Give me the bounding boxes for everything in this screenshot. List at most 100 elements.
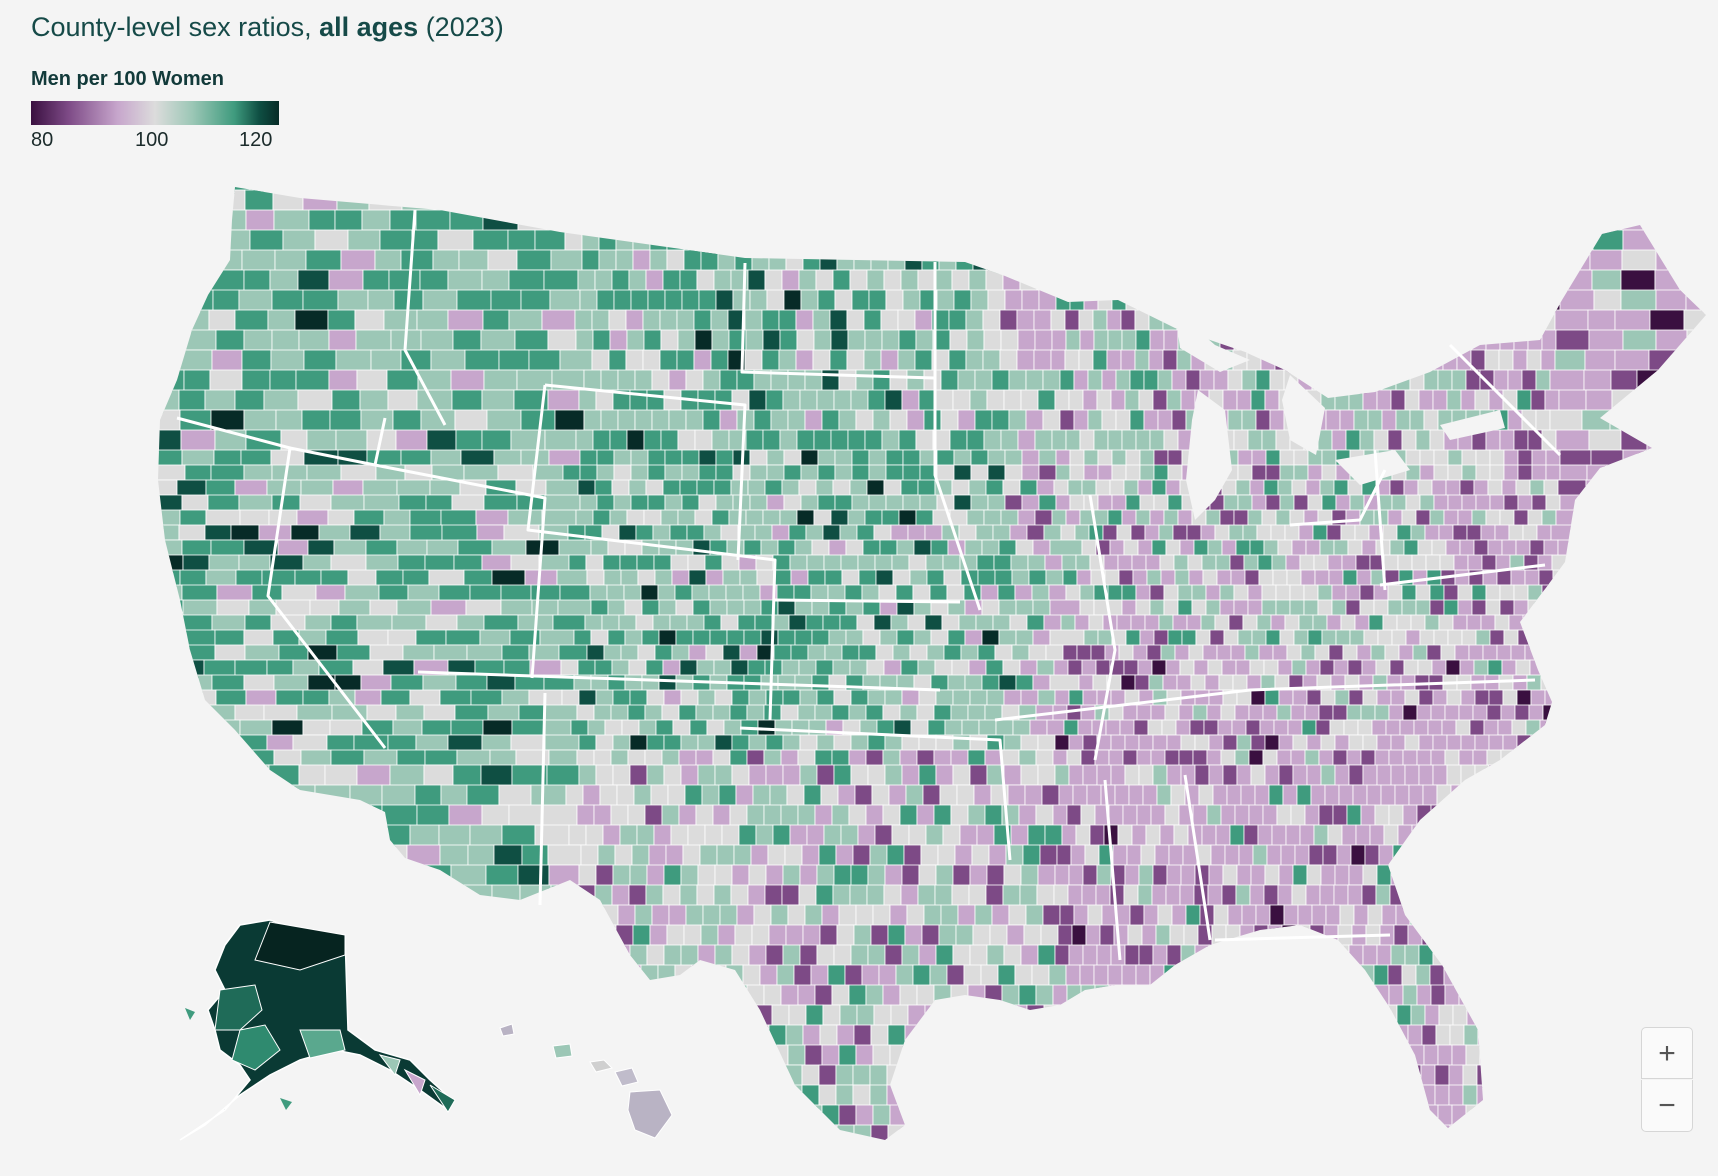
county-cell[interactable] xyxy=(425,1145,454,1166)
county-cell[interactable] xyxy=(150,1104,181,1126)
hawaii-molokai[interactable] xyxy=(589,1059,613,1073)
county-cell[interactable] xyxy=(1306,864,1322,888)
county-cell[interactable] xyxy=(1259,719,1275,736)
county-cell[interactable] xyxy=(1305,209,1321,234)
county-cell[interactable] xyxy=(767,1084,786,1107)
county-cell[interactable] xyxy=(716,1064,735,1089)
county-cell[interactable] xyxy=(1582,964,1616,991)
county-cell[interactable] xyxy=(181,1084,214,1109)
county-cell[interactable] xyxy=(1618,629,1649,646)
county-cell[interactable] xyxy=(1286,1145,1300,1165)
county-cell[interactable] xyxy=(1306,689,1322,707)
county-cell[interactable] xyxy=(303,1124,336,1148)
county-cell[interactable] xyxy=(1499,509,1515,527)
county-cell[interactable] xyxy=(1202,644,1218,661)
county-cell[interactable] xyxy=(1421,189,1437,215)
county-cell[interactable] xyxy=(1242,1004,1258,1029)
county-cell[interactable] xyxy=(719,369,738,393)
county-cell[interactable] xyxy=(1703,644,1718,666)
county-cell[interactable] xyxy=(749,494,768,511)
county-cell[interactable] xyxy=(886,844,905,866)
county-cell[interactable] xyxy=(504,1044,535,1067)
county-cell[interactable] xyxy=(150,644,185,662)
county-cell[interactable] xyxy=(292,824,327,850)
county-cell[interactable] xyxy=(718,784,737,806)
county-cell[interactable] xyxy=(986,944,1005,966)
county-cell[interactable] xyxy=(698,464,717,483)
county-cell[interactable] xyxy=(833,389,852,413)
county-cell[interactable] xyxy=(175,734,209,756)
county-cell[interactable] xyxy=(1283,1044,1299,1070)
county-cell[interactable] xyxy=(356,764,391,787)
county-cell[interactable] xyxy=(921,229,940,256)
county-cell[interactable] xyxy=(1458,704,1474,722)
county-cell[interactable] xyxy=(907,1004,926,1028)
county-cell[interactable] xyxy=(1558,734,1588,753)
county-cell[interactable] xyxy=(1281,170,1297,192)
county-cell[interactable] xyxy=(1533,249,1549,275)
county-cell[interactable] xyxy=(241,369,271,394)
county-cell[interactable] xyxy=(550,170,583,195)
county-cell[interactable] xyxy=(459,884,493,908)
county-cell[interactable] xyxy=(841,644,860,663)
county-cell[interactable] xyxy=(1099,249,1115,273)
county-cell[interactable] xyxy=(1225,249,1241,274)
county-cell[interactable] xyxy=(1552,1145,1585,1169)
county-cell[interactable] xyxy=(1163,599,1179,617)
county-cell[interactable] xyxy=(594,269,613,293)
county-cell[interactable] xyxy=(887,189,906,214)
county-cell[interactable] xyxy=(1262,704,1278,722)
county-cell[interactable] xyxy=(1243,554,1259,572)
county-cell[interactable] xyxy=(784,1064,803,1087)
county-cell[interactable] xyxy=(628,884,647,907)
county-cell[interactable] xyxy=(335,1084,372,1111)
county-cell[interactable] xyxy=(1237,629,1253,646)
county-cell[interactable] xyxy=(1528,984,1544,1009)
county-cell[interactable] xyxy=(866,269,885,294)
county-cell[interactable] xyxy=(1703,584,1718,604)
county-cell[interactable] xyxy=(304,884,334,909)
county-cell[interactable] xyxy=(1451,1104,1467,1129)
county-cell[interactable] xyxy=(1257,554,1273,573)
county-cell[interactable] xyxy=(461,189,489,214)
county-cell[interactable] xyxy=(244,1145,270,1166)
county-cell[interactable] xyxy=(881,429,900,453)
county-cell[interactable] xyxy=(942,554,961,571)
county-cell[interactable] xyxy=(887,229,906,251)
county-cell[interactable] xyxy=(269,269,299,294)
county-cell[interactable] xyxy=(1229,824,1245,849)
county-cell[interactable] xyxy=(933,804,952,827)
county-cell[interactable] xyxy=(1693,369,1718,394)
county-cell[interactable] xyxy=(1707,410,1718,431)
county-cell[interactable] xyxy=(421,964,455,989)
county-cell[interactable] xyxy=(1241,369,1257,392)
county-cell[interactable] xyxy=(683,189,702,214)
county-cell[interactable] xyxy=(819,170,838,194)
county-cell[interactable] xyxy=(181,844,214,868)
county-cell[interactable] xyxy=(1136,804,1152,829)
county-cell[interactable] xyxy=(1312,1004,1328,1030)
county-cell[interactable] xyxy=(405,984,436,1008)
county-cell[interactable] xyxy=(330,614,358,632)
county-cell[interactable] xyxy=(1505,924,1521,947)
county-cell[interactable] xyxy=(1489,494,1505,511)
county-cell[interactable] xyxy=(598,1024,617,1048)
county-cell[interactable] xyxy=(441,524,478,543)
county-cell[interactable] xyxy=(1057,249,1073,274)
county-cell[interactable] xyxy=(1045,644,1064,661)
county-cell[interactable] xyxy=(1515,479,1531,498)
county-cell[interactable] xyxy=(1579,554,1609,571)
county-cell[interactable] xyxy=(1051,329,1067,353)
county-cell[interactable] xyxy=(892,1145,909,1169)
county-cell[interactable] xyxy=(1586,1084,1621,1106)
county-cell[interactable] xyxy=(1011,1145,1028,1167)
county-cell[interactable] xyxy=(353,824,385,849)
county-cell[interactable] xyxy=(679,269,698,291)
county-cell[interactable] xyxy=(1477,229,1493,252)
county-cell[interactable] xyxy=(1391,289,1407,313)
county-cell[interactable] xyxy=(212,289,240,312)
county-cell[interactable] xyxy=(1543,269,1559,294)
county-cell[interactable] xyxy=(1642,569,1671,591)
county-cell[interactable] xyxy=(150,269,179,294)
county-cell[interactable] xyxy=(617,1044,636,1070)
